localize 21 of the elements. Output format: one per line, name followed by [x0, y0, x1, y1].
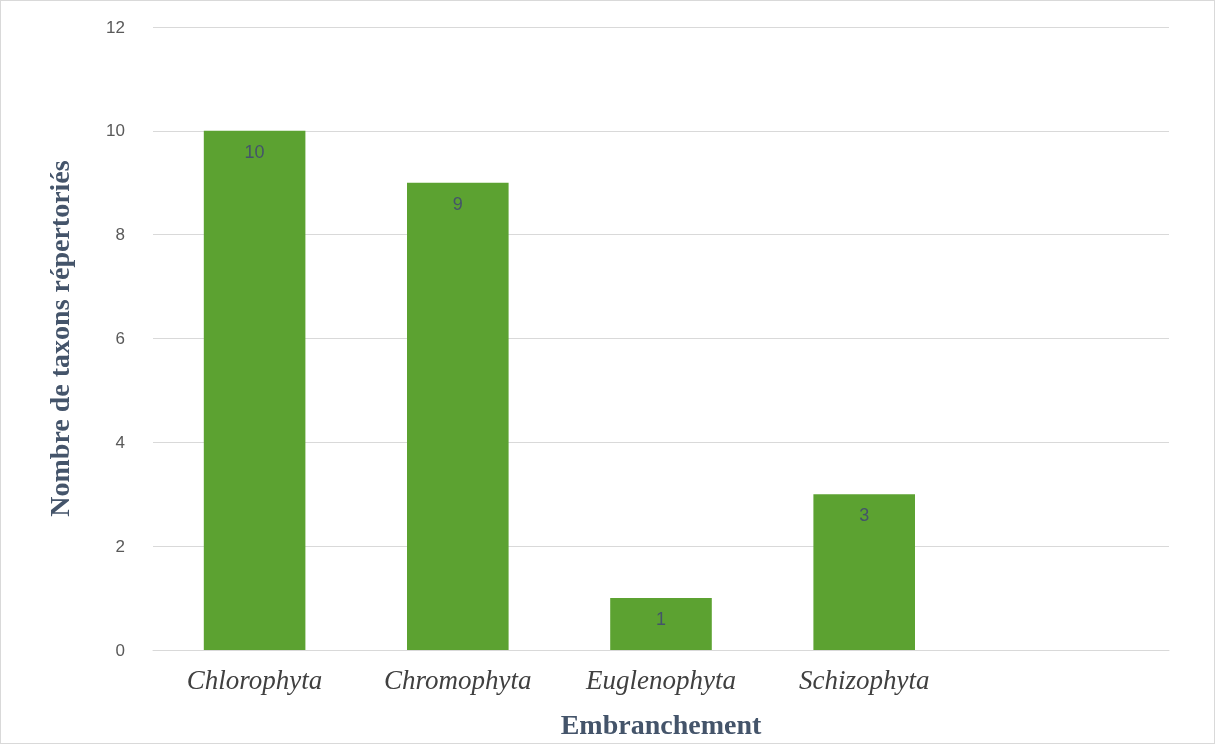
bar	[203, 130, 306, 650]
bar	[407, 182, 509, 650]
data-label: 9	[452, 193, 463, 214]
data-label: 10	[244, 141, 265, 162]
y-tick-label: 0	[115, 640, 125, 660]
x-tick-label: Chlorophyta	[186, 664, 323, 695]
y-tick-label: 6	[115, 329, 125, 348]
x-tick-label: Euglenophyta	[585, 664, 736, 695]
x-axis-title: Embranchement	[560, 708, 762, 740]
bar	[813, 494, 915, 650]
x-tick-label: Chromophyta	[384, 664, 532, 695]
data-label: 3	[859, 505, 870, 526]
y-tick-label: 2	[115, 536, 125, 556]
y-tick-label: 12	[106, 17, 125, 37]
data-label: 1	[655, 609, 667, 630]
bar	[610, 598, 712, 650]
x-tick-label: Schizophyta	[798, 664, 930, 695]
y-axis-title: Nombre de taxons répertoriés	[43, 160, 75, 517]
y-tick-label: 10	[106, 121, 125, 141]
y-tick-label: 4	[115, 432, 125, 452]
y-tick-label: 8	[115, 225, 125, 245]
